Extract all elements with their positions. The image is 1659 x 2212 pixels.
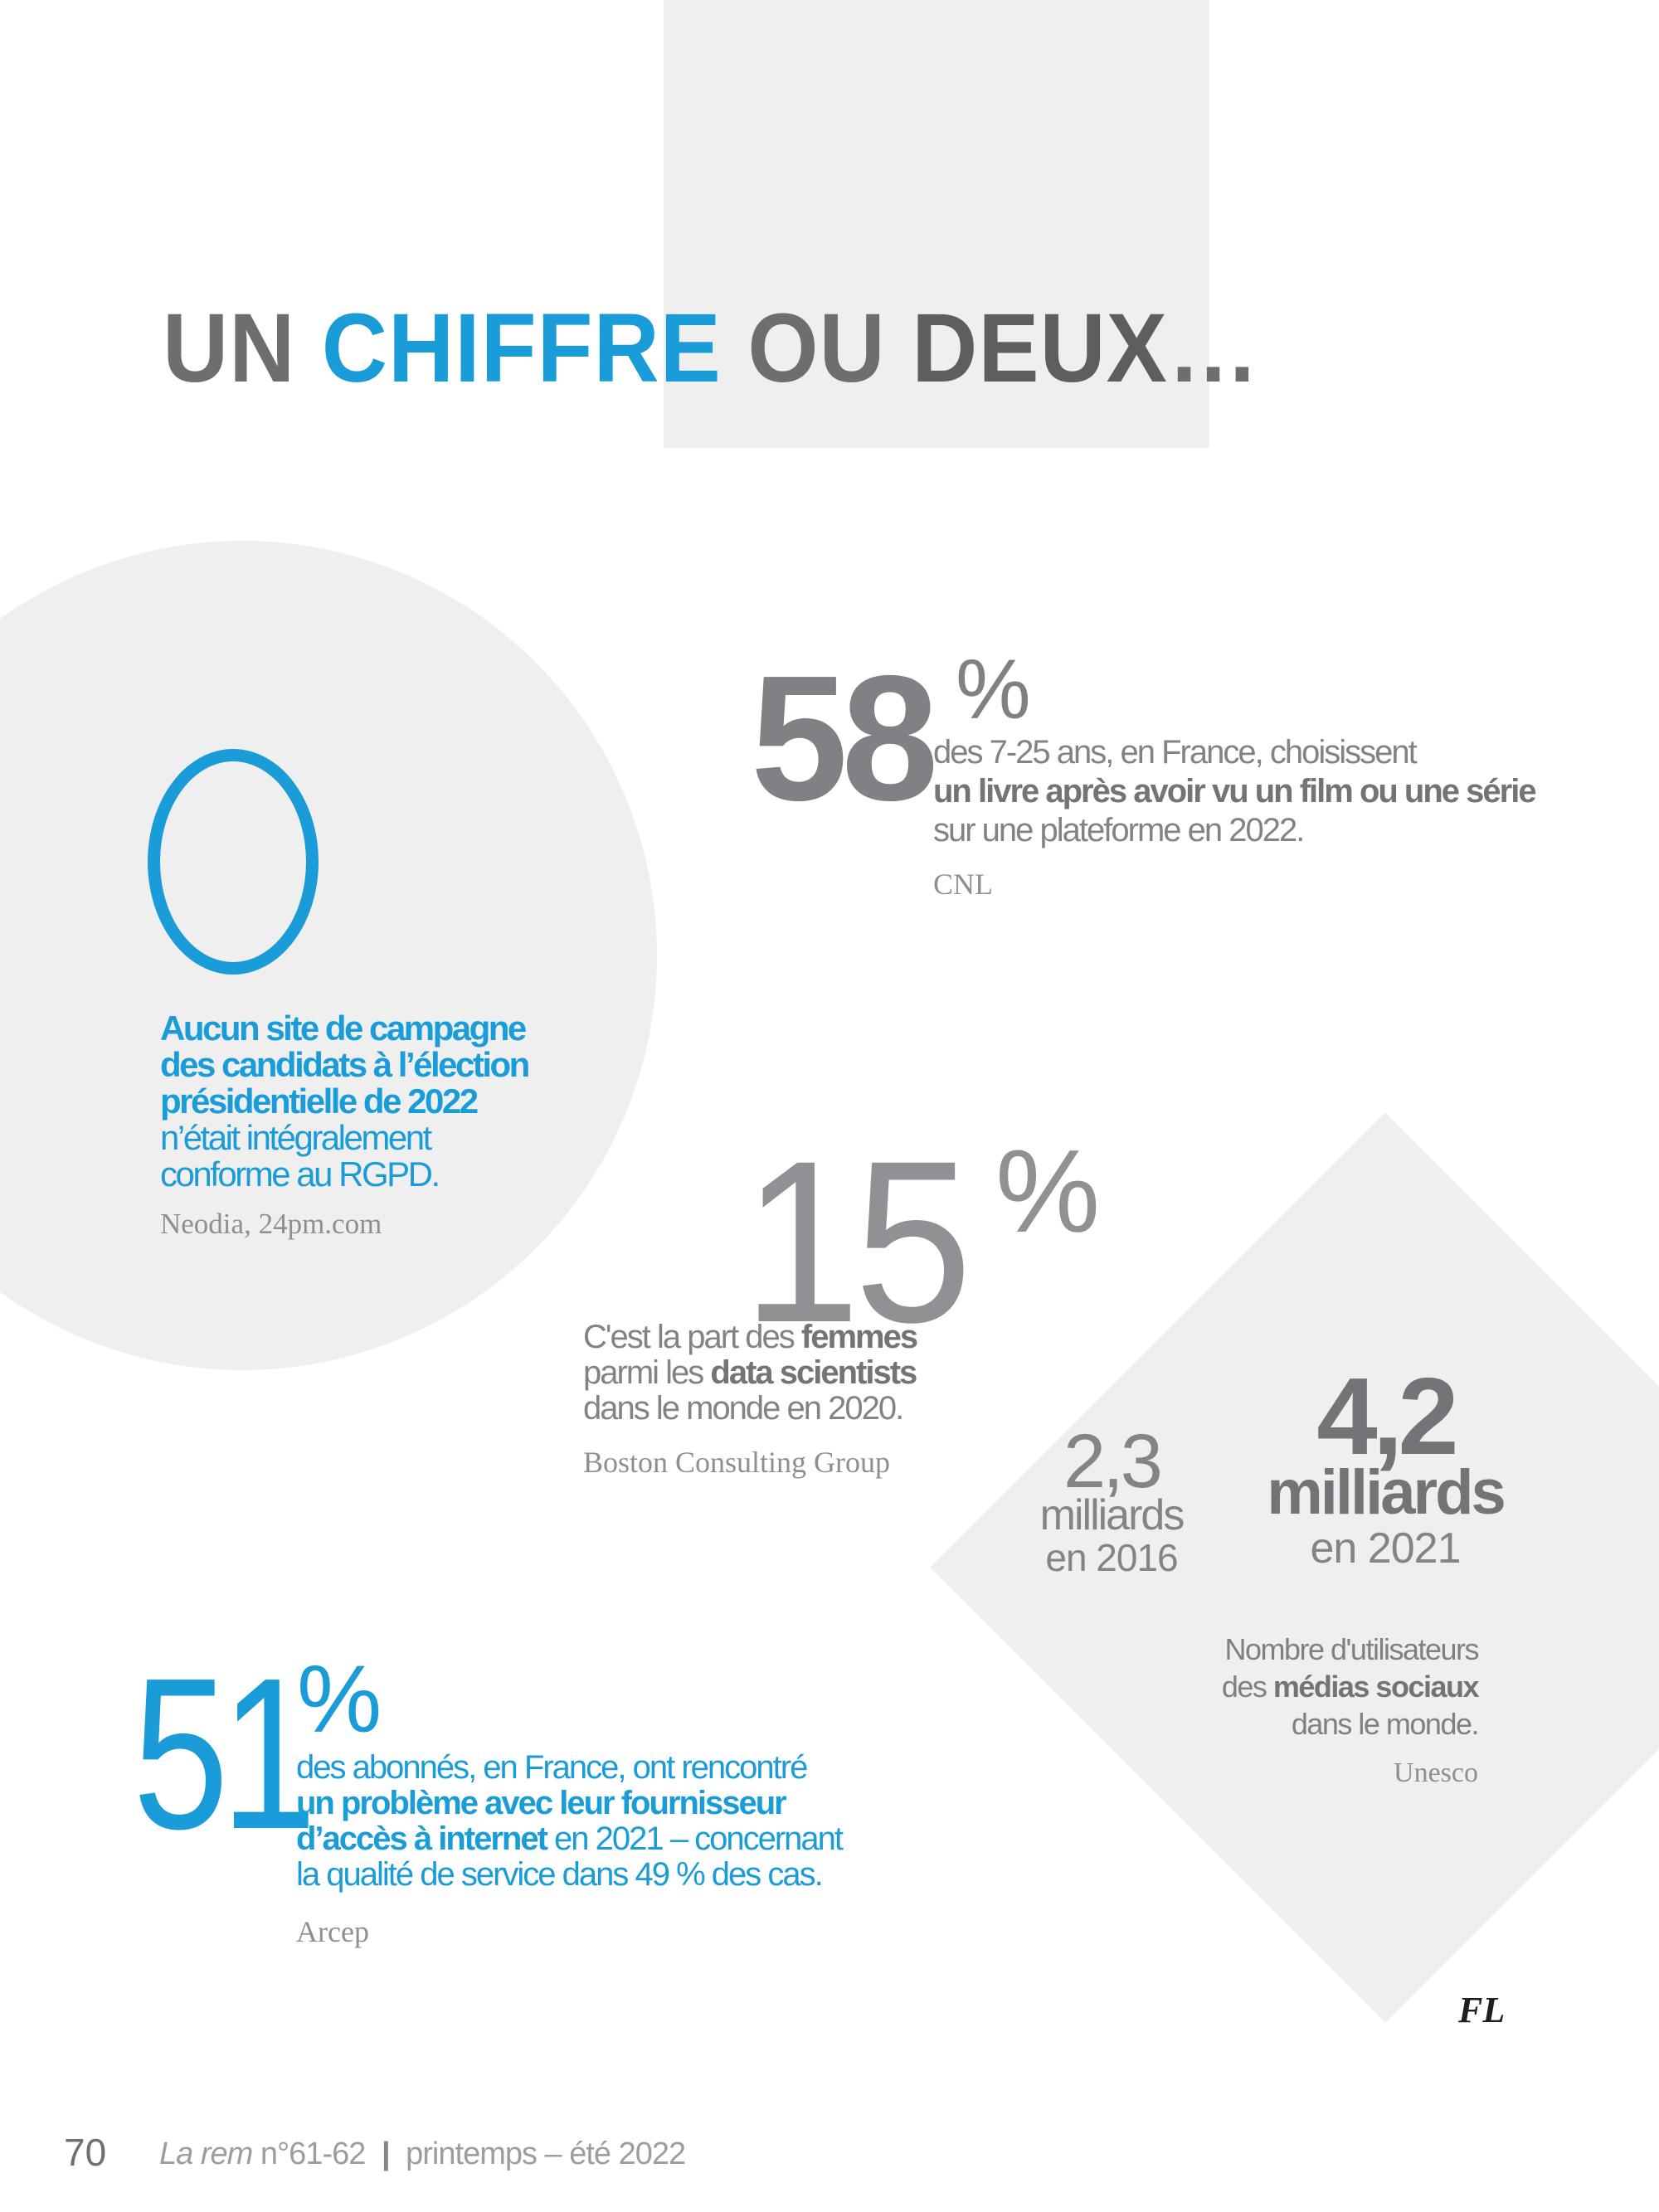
stat-social-2016-value: 2,3 [1063, 1419, 1163, 1504]
stat-58-source: CNL [933, 868, 993, 901]
title-word-deux: DEUX [912, 294, 1168, 404]
title-word-un: UN [163, 294, 296, 404]
stat-51-value: 51 [133, 1634, 317, 1874]
stat-51-line3: d’accès à internet en 2021 – concernant [296, 1821, 844, 1857]
title-word-ou: OU [747, 294, 886, 404]
stat-58-text: des 7-25 ans, en France, choisissent un … [933, 733, 1537, 904]
stat-social-2021-unit: milliards [1267, 1457, 1506, 1528]
page-title: UN CHIFFRE OU DEUX… [163, 299, 1271, 397]
percent-sign: % [297, 1646, 382, 1753]
stat-social-2016-unit: milliards [1039, 1491, 1185, 1539]
stat-zero-line3: présidentielle de 2022 [160, 1082, 479, 1121]
stat-zero-line1: Aucun site de campagne [160, 1009, 527, 1048]
stat-15-source: Boston Consulting Group [583, 1446, 891, 1479]
stat-51-text: des abonnés, en France, ont rencontré un… [296, 1749, 844, 1950]
stat-social-2021-group: 4,2 milliards en 2021 [1228, 1355, 1543, 1574]
footer-journal-line: La rem n°61-62 | printemps – été 2022 [159, 2137, 686, 2172]
stat-58-line3: sur une plateforme en 2022. [933, 812, 1305, 848]
stat-social-2021-year: en 2021 [1310, 1524, 1462, 1573]
stat-58-value: 58 [751, 638, 939, 838]
stat-51-source: Arcep [296, 1915, 369, 1948]
stat-15-line1: C'est la part des femmes [583, 1319, 918, 1355]
stat-51-line1: des abonnés, en France, ont rencontré [296, 1749, 808, 1786]
author-initials: FL [1458, 1990, 1506, 2030]
stat-zero-text: Aucun site de campagne des candidats à l… [160, 1009, 530, 1242]
stat-social-source: Unesco [1394, 1757, 1478, 1788]
stat-zero-line4: n’était intégralement [160, 1118, 432, 1157]
percent-sign: % [995, 1125, 1101, 1257]
stat-social-2016-year: en 2016 [1045, 1536, 1178, 1579]
zero-number-shape [148, 749, 319, 975]
stat-social-caption-line3: dans le monde. [1291, 1707, 1480, 1741]
stat-zero-line5: conforme au RGPD. [160, 1155, 440, 1194]
journal-issue: n°61-62 [260, 2137, 367, 2171]
stat-social-caption-line2: des médias sociaux [1221, 1670, 1480, 1704]
stat-zero-line2: des candidats à l’élection [160, 1045, 530, 1084]
stat-58-line2: un livre après avoir vu un film ou une s… [933, 773, 1537, 809]
journal-title: La rem [159, 2137, 253, 2171]
title-ellipsis: … [1167, 294, 1272, 404]
stat-15-value: 15 [742, 1112, 972, 1370]
stat-15-line3: dans le monde en 2020. [583, 1390, 904, 1427]
percent-sign: % [956, 642, 1031, 737]
stat-zero-source: Neodia, 24pm.com [160, 1208, 382, 1240]
stat-15-text: C'est la part des femmes parmi les data … [583, 1319, 918, 1480]
footer-separator: | [381, 2137, 391, 2171]
stat-social-2021-value: 4,2 [1316, 1355, 1459, 1477]
stat-social-caption: Nombre d'utilisateurs des médias sociaux… [1146, 1631, 1480, 1791]
stat-social-2016-group: 2,3 milliards en 2016 [975, 1419, 1248, 1579]
journal-season: printemps – été 2022 [406, 2137, 686, 2171]
stat-social-caption-line1: Nombre d'utilisateurs [1224, 1632, 1479, 1666]
stat-15-line2: parmi les data scientists [583, 1354, 917, 1391]
stat-51-line4: la qualité de service dans 49 % des cas. [296, 1856, 824, 1893]
title-word-chiffre: CHIFFRE [321, 294, 722, 404]
stat-51-line2: un problème avec leur fournisseur [296, 1785, 787, 1821]
stat-58-line1: des 7-25 ans, en France, choisissent [933, 734, 1418, 771]
background-circle [0, 541, 657, 1370]
page-number: 70 [64, 2131, 107, 2174]
background-rectangle [664, 0, 1209, 448]
